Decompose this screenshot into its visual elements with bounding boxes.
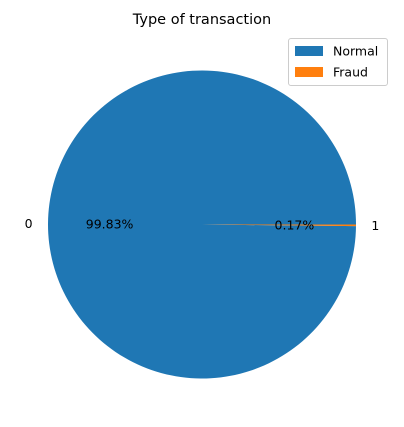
pie-slice-1 [202, 224, 356, 227]
legend-label-normal: Normal [333, 44, 378, 59]
legend-swatch-fraud [295, 67, 323, 77]
pie-slice-0 [48, 70, 356, 379]
pie-category-label-0: 0 [25, 216, 33, 231]
pie-slices [48, 70, 356, 379]
chart-title: Type of transaction [132, 12, 271, 28]
pie-labels: 0 99.83% 1 0.17% [25, 216, 380, 233]
pie-value-label-1: 0.17% [275, 217, 315, 232]
legend-swatch-normal [295, 46, 323, 56]
legend: Normal Fraud [288, 38, 388, 86]
pie-category-label-1: 1 [371, 218, 379, 233]
pie-value-label-0: 99.83% [86, 217, 134, 232]
legend-label-fraud: Fraud [333, 65, 368, 80]
